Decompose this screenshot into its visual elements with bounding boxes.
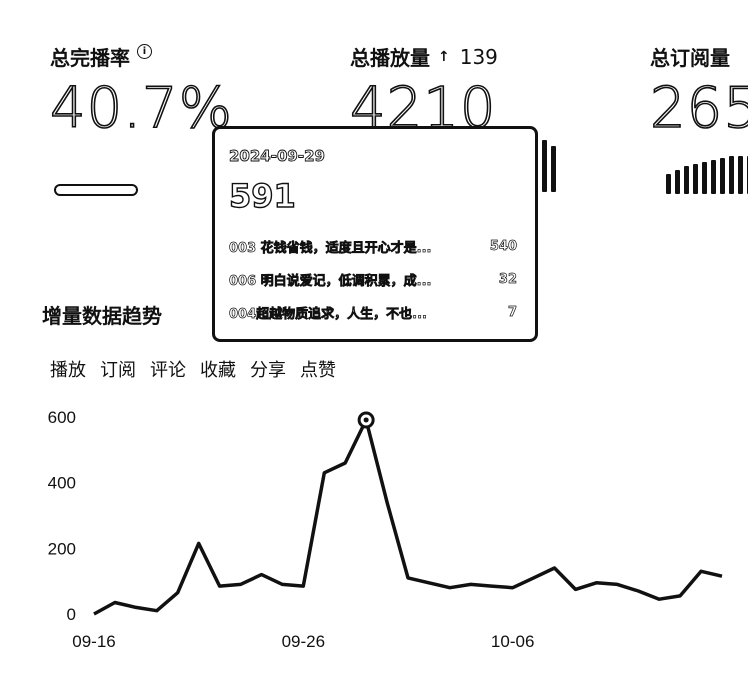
y-tick-label: 400 [48,474,76,493]
trend-line-chart: 0 200 400 600 09-16 09-26 10-06 [48,408,723,651]
metric-tabs: 播放 订阅 评论 收藏 分享 点赞 [50,356,336,382]
metric-label-text: 总订阅量 [650,46,730,70]
tab-shares[interactable]: 分享 [250,360,286,381]
x-tick-label: 10-06 [491,632,534,651]
tooltip-date: 2024-09-29 [229,147,326,166]
subscriptions-sparkline [666,156,748,194]
tooltip-row-title: 003 花钱省钱，适度且开心才是... [229,241,432,256]
info-icon[interactable]: i [137,44,152,59]
completion-sparkline [54,184,138,196]
tab-subscriptions[interactable]: 订阅 [100,360,136,381]
tooltip-row-value: 32 [498,272,518,288]
tooltip-total: 591 [228,176,296,215]
tooltip-row: 003 花钱省钱，适度且开心才是... 540 [229,237,517,256]
metric-completion-rate: 总完播率 i 40.7% [49,42,233,141]
tooltip-row-title: 004超越物质追求，人生，不也... [229,307,427,322]
tooltip-row-value: 7 [507,305,518,321]
series-line [93,418,723,616]
chart-tooltip: 2024-09-29 591 003 花钱省钱，适度且开心才是... 540 0… [212,126,538,342]
x-tick-label: 09-26 [282,632,325,651]
metric-total-plays: 总播放量 ↑ 139 4210 [349,42,498,138]
tooltip-row: 004超越物质追求，人生，不也... 7 [229,303,517,322]
metric-total-subscriptions: 总订阅量 265 [649,42,748,141]
tab-likes[interactable]: 点赞 [300,360,336,381]
tooltip-row-title: 006 明白说爱记，低调积累，成... [229,274,432,289]
plays-sparkline [542,140,556,192]
tab-favorites[interactable]: 收藏 [200,360,236,381]
tooltip-row: 006 明白说爱记，低调积累，成... 32 [229,270,517,289]
y-tick-label: 600 [48,408,76,427]
tab-comments[interactable]: 评论 [150,360,186,381]
metric-value: 265 [649,76,748,141]
metric-value: 40.7% [49,76,233,141]
highlight-point-center [363,417,369,423]
metric-label-text: 总完播率 [50,46,130,70]
metric-delta: 139 [459,44,498,69]
arrow-up-icon: ↑ [438,48,450,65]
metric-label: 总订阅量 [650,42,748,71]
tooltip-row-value: 540 [489,239,518,255]
tab-plays[interactable]: 播放 [50,360,86,381]
section-title: 增量数据趋势 [42,304,162,328]
metric-label: 总完播率 i [50,42,233,71]
metric-label: 总播放量 ↑ 139 [350,42,498,71]
metric-label-text: 总播放量 [350,46,430,70]
x-tick-label: 09-16 [72,632,115,651]
y-tick-label: 0 [67,605,76,624]
y-tick-label: 200 [48,539,76,558]
